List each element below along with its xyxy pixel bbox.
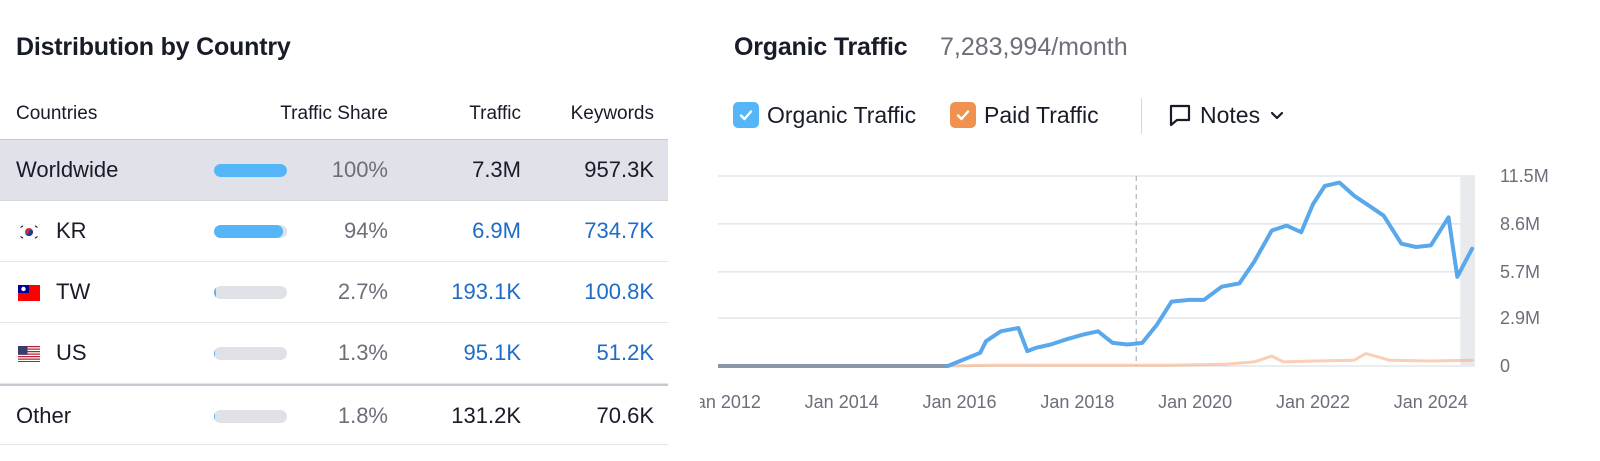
organic-traffic-label: Organic Traffic bbox=[767, 101, 917, 128]
legend-divider bbox=[1141, 98, 1142, 134]
country-name: Worldwide bbox=[16, 157, 119, 182]
organic-traffic-chart: 0 2.9M 5.7M 8.6M 11.5M Jan 2012 Jan 2014 Jan 2… bbox=[700, 166, 1549, 412]
keywords-value: 957.3K bbox=[584, 157, 654, 182]
table-row-us[interactable]: US 1.3% 95.1K 51.2K bbox=[0, 323, 668, 384]
paid-traffic-line[interactable] bbox=[946, 352, 1474, 368]
y-tick-label: 5.7M bbox=[1500, 262, 1540, 282]
traffic-share-bar-fill bbox=[214, 410, 216, 423]
traffic-share-bar bbox=[214, 410, 287, 423]
x-tick-label: Jan 2020 bbox=[1158, 392, 1232, 412]
notes-dropdown-button[interactable]: Notes bbox=[1168, 100, 1294, 130]
y-tick-label: 0 bbox=[1500, 356, 1510, 376]
traffic-share-bar-fill bbox=[214, 164, 287, 177]
checkbox-checked-icon[interactable] bbox=[950, 102, 976, 128]
traffic-value: 7.3M bbox=[472, 157, 521, 182]
organic-traffic-toggle[interactable]: Organic Traffic bbox=[733, 100, 916, 130]
header-traffic-share[interactable]: Traffic Share bbox=[280, 103, 388, 124]
comment-icon bbox=[1169, 104, 1191, 127]
traffic-share-bar-fill bbox=[214, 347, 216, 360]
table-row-worldwide[interactable]: Worldwide 100% 7.3M 957.3K bbox=[0, 140, 668, 201]
keywords-value: 70.6K bbox=[596, 403, 655, 428]
traffic-link[interactable]: 95.1K bbox=[463, 340, 522, 365]
keywords-link[interactable]: 100.8K bbox=[584, 279, 654, 304]
table-row-kr[interactable]: KR 94% 6.9M 734.7K bbox=[0, 201, 668, 262]
taiwan-flag-icon bbox=[18, 285, 40, 301]
header-countries[interactable]: Countries bbox=[16, 103, 98, 124]
table-header: Countries Traffic Share Traffic Keywords bbox=[0, 98, 668, 140]
checkbox-checked-icon[interactable] bbox=[733, 102, 759, 128]
traffic-share-value: 2.7% bbox=[337, 279, 388, 304]
traffic-share-value: 1.3% bbox=[337, 340, 388, 365]
x-tick-label: Jan 2016 bbox=[922, 392, 996, 412]
x-tick-label: Jan 2012 bbox=[700, 392, 761, 412]
us-flag-icon bbox=[18, 346, 40, 362]
x-tick-label: Jan 2022 bbox=[1276, 392, 1350, 412]
header-keywords[interactable]: Keywords bbox=[570, 103, 654, 124]
traffic-share-bar-fill bbox=[214, 286, 216, 299]
x-tick-label: Jan 2024 bbox=[1394, 392, 1468, 412]
organic-traffic-total: 7,283,994/month bbox=[940, 33, 1128, 61]
traffic-share-value: 94% bbox=[343, 218, 388, 243]
traffic-share-bar bbox=[214, 347, 287, 360]
traffic-share-bar bbox=[214, 164, 287, 177]
country-name[interactable]: US bbox=[56, 340, 87, 365]
country-name[interactable]: KR bbox=[56, 218, 87, 243]
organic-traffic-title: Organic Traffic bbox=[734, 33, 908, 61]
chevron-down-icon bbox=[1270, 111, 1284, 120]
traffic-share-value: 1.8% bbox=[337, 403, 388, 428]
table-row-other: Other 1.8% 131.2K 70.6K bbox=[0, 384, 668, 445]
y-tick-label: 8.6M bbox=[1500, 214, 1540, 234]
paid-traffic-toggle[interactable]: Paid Traffic bbox=[950, 100, 1099, 130]
keywords-link[interactable]: 51.2K bbox=[596, 340, 655, 365]
current-period-band bbox=[1460, 176, 1475, 366]
distribution-title: Distribution by Country bbox=[16, 33, 291, 61]
x-tick-label: Jan 2018 bbox=[1040, 392, 1114, 412]
south-korea-flag-icon bbox=[18, 224, 40, 240]
keywords-link[interactable]: 734.7K bbox=[584, 218, 654, 243]
traffic-share-bar bbox=[214, 286, 287, 299]
distribution-panel: Distribution by Country Countries Traffi… bbox=[0, 0, 668, 461]
organic-traffic-panel: Organic Traffic 7,283,994/month Organic … bbox=[700, 0, 1600, 461]
table-row-tw[interactable]: TW 2.7% 193.1K 100.8K bbox=[0, 262, 668, 323]
notes-label: Notes bbox=[1200, 101, 1261, 128]
traffic-value: 131.2K bbox=[451, 403, 521, 428]
organic-traffic-line[interactable] bbox=[945, 180, 1475, 368]
traffic-share-bar-fill bbox=[214, 225, 283, 238]
country-name[interactable]: TW bbox=[56, 279, 91, 304]
y-tick-label: 11.5M bbox=[1500, 166, 1549, 186]
traffic-share-bar bbox=[214, 225, 287, 238]
paid-traffic-label: Paid Traffic bbox=[984, 101, 1099, 128]
y-tick-label: 2.9M bbox=[1500, 308, 1540, 328]
x-tick-label: Jan 2014 bbox=[805, 392, 879, 412]
header-traffic[interactable]: Traffic bbox=[469, 103, 521, 124]
country-name: Other bbox=[16, 403, 72, 428]
traffic-link[interactable]: 193.1K bbox=[451, 279, 521, 304]
traffic-link[interactable]: 6.9M bbox=[472, 218, 521, 243]
traffic-share-value: 100% bbox=[331, 157, 388, 182]
